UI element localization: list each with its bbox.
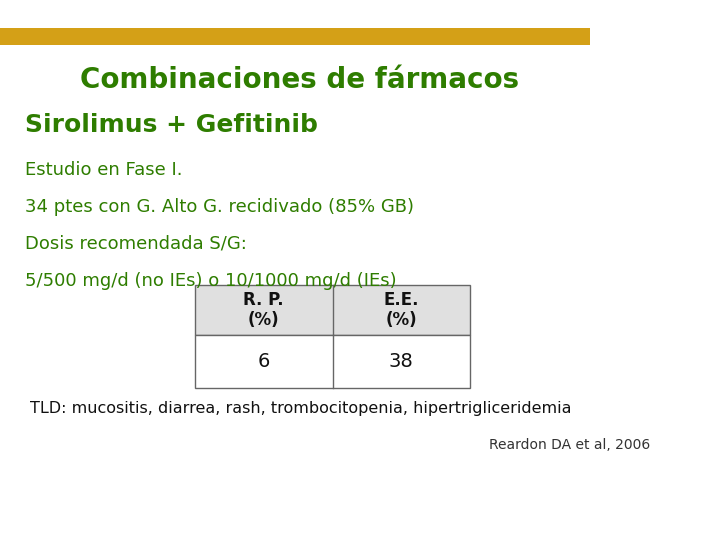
Bar — [0, 28, 590, 45]
Text: TLD: mucositis, diarrea, rash, trombocitopenia, hipertrigliceridemia: TLD: mucositis, diarrea, rash, trombocit… — [30, 401, 572, 415]
Text: R. P.
(%): R. P. (%) — [243, 291, 284, 329]
Text: Estudio en Fase I.: Estudio en Fase I. — [25, 161, 182, 179]
Text: 34 ptes con G. Alto G. recidivado (85% GB): 34 ptes con G. Alto G. recidivado (85% G… — [25, 198, 414, 216]
Text: 5/500 mg/d (no IEs) o 10/1000 mg/d (IEs): 5/500 mg/d (no IEs) o 10/1000 mg/d (IEs) — [25, 272, 397, 290]
Text: 6: 6 — [258, 352, 270, 371]
Text: 38: 38 — [389, 352, 413, 371]
Text: Combinaciones de fármacos: Combinaciones de fármacos — [81, 66, 520, 94]
Text: Sirolimus + Gefitinib: Sirolimus + Gefitinib — [25, 113, 318, 137]
Text: E.E.
(%): E.E. (%) — [384, 291, 419, 329]
Text: Dosis recomendada S/G:: Dosis recomendada S/G: — [25, 235, 247, 253]
Text: Reardon DA et al, 2006: Reardon DA et al, 2006 — [489, 438, 650, 452]
Bar — [195, 335, 470, 388]
Bar — [195, 285, 470, 335]
